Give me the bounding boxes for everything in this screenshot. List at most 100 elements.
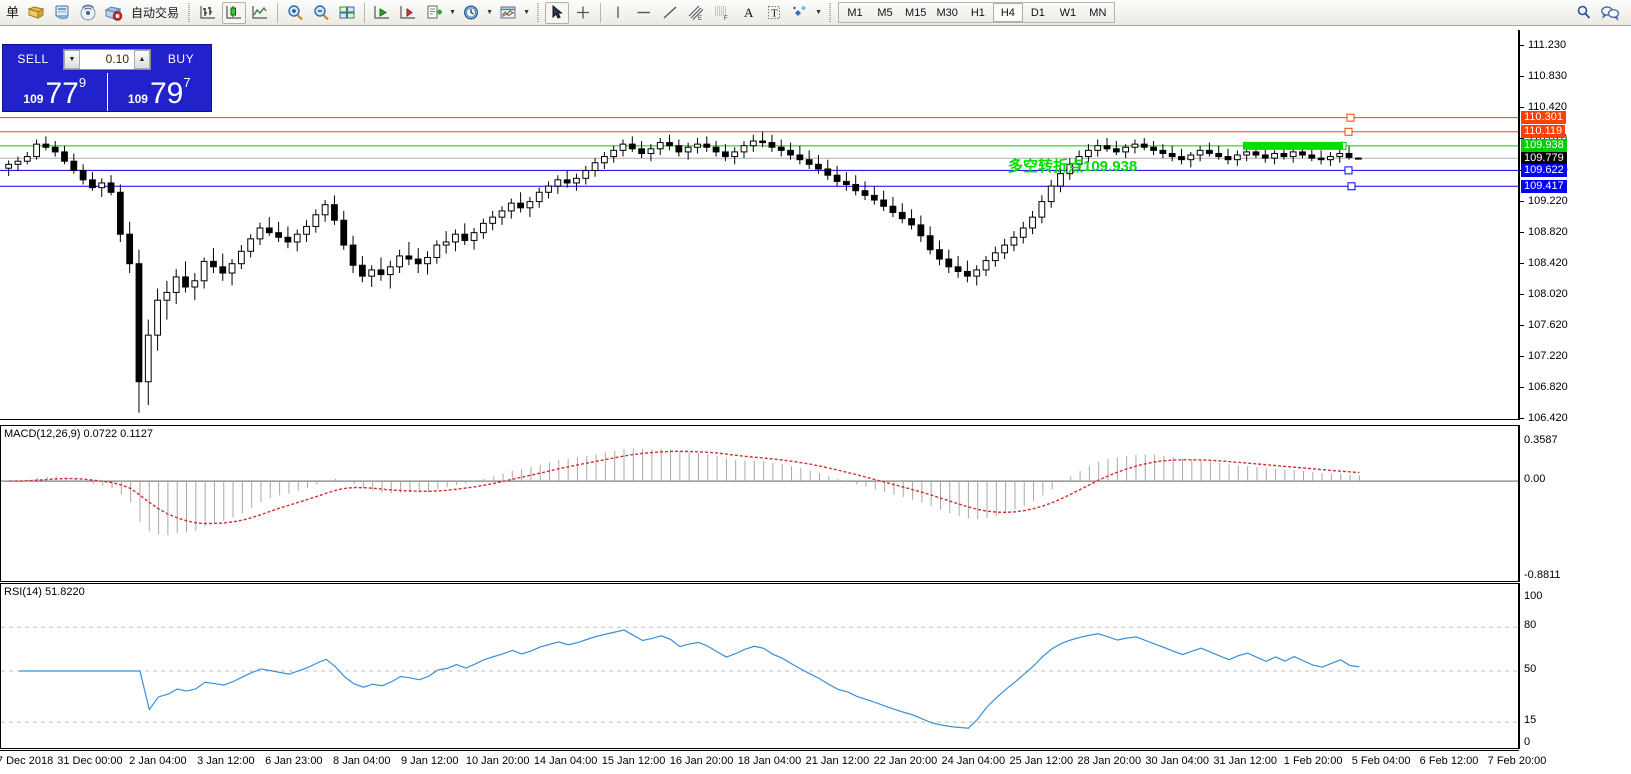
time-axis-label: 15 Jan 12:00 [601, 755, 666, 767]
toolbar-divider [277, 2, 279, 23]
signals-icon[interactable] [76, 2, 100, 24]
price-level-label[interactable]: 109.417 [1521, 179, 1567, 193]
line-chart-icon[interactable] [248, 2, 272, 24]
equidistant-channel-icon[interactable]: E [684, 2, 708, 24]
cursor-icon[interactable] [545, 1, 570, 24]
candlestick-chart-icon[interactable] [222, 1, 247, 24]
zoom-out-icon[interactable] [309, 2, 333, 24]
sell-button[interactable]: SELL [17, 51, 49, 66]
time-axis-label: 18 Jan 04:00 [737, 755, 802, 767]
sell-price[interactable]: 109 77 9 [3, 73, 107, 111]
macd-axis[interactable]: 0.3587 0.00 -0.8811 [1519, 425, 1631, 582]
price-level-label[interactable]: 110.301 [1521, 111, 1566, 125]
timeframe-m1[interactable]: M1 [847, 7, 863, 19]
toolbar-grip-3[interactable] [827, 2, 834, 23]
main-toolbar: 单 [0, 0, 1631, 26]
timeframe-mn[interactable]: MN [1089, 7, 1107, 19]
toolbar-divider-2 [364, 2, 366, 23]
price-level-label[interactable]: 110.119 [1521, 125, 1566, 139]
crosshair-icon[interactable] [571, 2, 595, 24]
price-tick: 109.220 [1520, 195, 1568, 207]
auto-scroll-icon[interactable] [370, 2, 394, 24]
time-axis-label: 25 Jan 12:00 [1009, 755, 1074, 767]
search-icon[interactable] [1572, 2, 1596, 24]
price-tick: 106.420 [1520, 412, 1568, 424]
templates-dropdown-arrow[interactable]: ▼ [523, 9, 530, 16]
price-tick: 106.820 [1520, 381, 1568, 393]
text-box-icon[interactable]: T [762, 2, 786, 24]
indicators-dropdown-arrow[interactable]: ▼ [449, 9, 456, 16]
toolbar-grip[interactable] [186, 2, 193, 23]
buy-price-main: 79 [149, 77, 184, 110]
macd-tick: -0.8811 [1524, 569, 1561, 581]
indicators-icon[interactable] [422, 2, 446, 24]
autotrading-label[interactable]: 自动交易 [131, 5, 180, 20]
autotrading-icon[interactable] [102, 2, 126, 24]
bar-chart-icon[interactable] [196, 2, 220, 24]
buy-price[interactable]: 109 79 7 [106, 73, 212, 111]
buy-price-pipette: 7 [183, 75, 191, 90]
timeframe-m5[interactable]: M5 [877, 7, 893, 19]
price-level-label[interactable]: 109.622 [1521, 163, 1567, 177]
shapes-icon[interactable] [788, 2, 812, 24]
rsi-axis[interactable]: 100 80 50 15 0 [1519, 583, 1631, 749]
timeframe-m15[interactable]: M15 [905, 7, 927, 19]
time-axis-label: 1 Feb 20:00 [1283, 755, 1343, 767]
volume-decrement-button[interactable]: ▼ [64, 49, 80, 69]
one-click-trading-panel[interactable]: SELL ▼ 0.10 ▲ BUY 109 77 9 109 79 7 [2, 44, 212, 112]
zoom-in-icon[interactable] [283, 2, 307, 24]
buy-button[interactable]: BUY [167, 51, 195, 66]
trade-panel-prices: 109 77 9 109 79 7 [3, 73, 211, 111]
period-dropdown-arrow[interactable]: ▼ [486, 9, 493, 16]
macd-pane[interactable]: MACD(12,26,9) 0.0722 0.1127 [0, 425, 1519, 582]
time-axis-label: 21 Jan 12:00 [805, 755, 870, 767]
price-chart-svg [0, 113, 1518, 413]
svg-text:A: A [744, 5, 754, 20]
shapes-dropdown-arrow[interactable]: ▼ [815, 9, 822, 16]
horizontal-line-icon[interactable] [632, 2, 656, 24]
tile-windows-icon[interactable] [335, 2, 359, 24]
price-tick: 108.020 [1520, 288, 1568, 300]
svg-text:E: E [698, 16, 702, 21]
toolbar-grip-2[interactable] [535, 2, 542, 23]
price-level-label[interactable]: 109.938 [1521, 139, 1567, 153]
macd-indicator-label: MACD(12,26,9) 0.0722 0.1127 [4, 428, 153, 440]
timeframe-d1[interactable]: D1 [1030, 7, 1045, 19]
price-level-label[interactable]: 109.779 [1521, 151, 1567, 165]
price-tick: 110.830 [1520, 70, 1567, 82]
fibonacci-icon[interactable]: F [710, 2, 734, 24]
time-axis-label: 3 Jan 12:00 [197, 755, 255, 767]
volume-input[interactable]: 0.10 [105, 52, 129, 66]
chart-shift-icon[interactable] [396, 2, 420, 24]
price-tick: 108.820 [1520, 226, 1568, 238]
text-label-icon[interactable]: A [736, 2, 760, 24]
timeframe-h1[interactable]: H1 [970, 7, 985, 19]
price-axis[interactable]: 111.230110.830110.420110.020109.620109.2… [1519, 30, 1631, 424]
price-tick: 111.230 [1520, 39, 1566, 51]
templates-icon[interactable] [496, 2, 520, 24]
rsi-tick: 80 [1524, 619, 1537, 632]
time-axis-label: 6 Jan 23:00 [265, 755, 323, 767]
period-clock-icon[interactable] [459, 2, 483, 24]
new-order-button[interactable]: 单 [6, 4, 20, 20]
terminal-icon[interactable] [50, 2, 74, 24]
price-chart-pane[interactable]: 多空转折点109.938 [0, 30, 1519, 420]
buy-price-prefix: 109 [127, 92, 148, 106]
time-axis-label: 8 Jan 04:00 [333, 755, 391, 767]
rsi-pane[interactable]: RSI(14) 51.8220 [0, 583, 1519, 749]
volume-increment-button[interactable]: ▲ [134, 49, 150, 69]
trendline-icon[interactable] [658, 2, 682, 24]
time-axis-label: 31 Dec 00:00 [57, 755, 123, 767]
macd-tick: 0.00 [1524, 473, 1546, 486]
macd-tick: 0.3587 [1524, 434, 1558, 446]
folder-icon[interactable] [24, 2, 48, 24]
volume-input-group[interactable]: ▼ 0.10 ▲ [63, 48, 151, 70]
time-axis-label: 10 Jan 20:00 [465, 755, 530, 767]
time-axis-label: 14 Jan 04:00 [533, 755, 598, 767]
vertical-line-icon[interactable] [606, 2, 630, 24]
timeframe-m30[interactable]: M30 [936, 7, 958, 19]
chat-icon[interactable] [1598, 2, 1622, 24]
timeframe-w1[interactable]: W1 [1059, 7, 1077, 19]
timeframe-h4[interactable]: H4 [992, 3, 1023, 22]
